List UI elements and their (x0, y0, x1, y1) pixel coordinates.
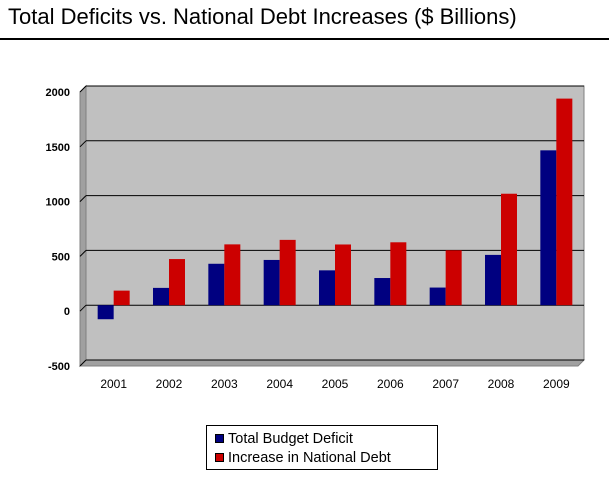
bar-increase-in-national-debt-2003 (224, 244, 241, 306)
bar-total-budget-deficit-2006 (374, 278, 391, 306)
x-tick-label: 2005 (322, 377, 349, 391)
bar-increase-in-national-debt-2004 (279, 239, 296, 306)
x-tick-label: 2002 (156, 377, 183, 391)
gridline-wall-segment (79, 359, 87, 367)
bar-increase-in-national-debt-2006 (390, 242, 407, 306)
page-title: Total Deficits vs. National Debt Increas… (8, 4, 517, 29)
bar-total-budget-deficit-2004 (263, 259, 280, 306)
y-tick-label: 1000 (46, 197, 70, 209)
bar-total-budget-deficit-2009 (540, 150, 557, 306)
legend-label-increase-in-national-debt: Increase in National Debt (228, 449, 391, 466)
bar-increase-in-national-debt-2007 (445, 250, 462, 306)
plot-floor (78, 359, 586, 367)
x-tick-label: 2003 (211, 377, 238, 391)
bar-increase-in-national-debt-2008 (501, 193, 517, 306)
y-tick-label: 1500 (46, 142, 70, 154)
legend-swatch-increase-in-national-debt (215, 453, 224, 462)
gridline-wall-segment (79, 195, 87, 202)
gridline-wall-segment (79, 250, 87, 257)
gridline-wall-segment (79, 85, 87, 93)
bar-total-budget-deficit-2008 (485, 254, 501, 306)
bar-total-budget-deficit-2005 (319, 270, 335, 306)
bar-total-budget-deficit-2007 (429, 287, 446, 306)
y-tick-label: -500 (48, 361, 70, 373)
bar-increase-in-national-debt-2002 (169, 259, 185, 306)
legend-item-total-budget-deficit: Total Budget Deficit (215, 429, 437, 448)
title-divider (0, 38, 609, 40)
gridline-wall-segment (79, 304, 87, 312)
bar-increase-in-national-debt-2005 (335, 244, 351, 306)
bar-chart: 2000 1500 1000 500 0 -500 2001 2002 2003 2004 2005… (46, 84, 586, 391)
bar-total-budget-deficit-2001 (97, 305, 114, 320)
legend-item-increase-in-national-debt: Increase in National Debt (215, 448, 437, 467)
y-tick-label: 0 (64, 306, 70, 318)
bar-increase-in-national-debt-2009 (556, 98, 573, 306)
bar-increase-in-national-debt-2001 (113, 290, 130, 306)
y-tick-label: 2000 (46, 87, 70, 99)
x-tick-label: 2006 (377, 377, 404, 391)
gridline-wall-segment (79, 140, 87, 148)
plot-side-wall (79, 84, 87, 368)
bar-total-budget-deficit-2002 (153, 287, 169, 306)
x-tick-label: 2001 (100, 377, 127, 391)
chart-legend: Total Budget Deficit Increase in Nationa… (206, 425, 438, 470)
legend-swatch-total-budget-deficit (215, 434, 224, 443)
y-tick-label: 500 (52, 251, 70, 263)
x-tick-label: 2009 (543, 377, 570, 391)
x-tick-label: 2008 (488, 377, 515, 391)
bar-total-budget-deficit-2003 (208, 263, 225, 306)
x-tick-label: 2007 (432, 377, 459, 391)
x-tick-label: 2004 (266, 377, 293, 391)
legend-label-total-budget-deficit: Total Budget Deficit (228, 430, 353, 447)
